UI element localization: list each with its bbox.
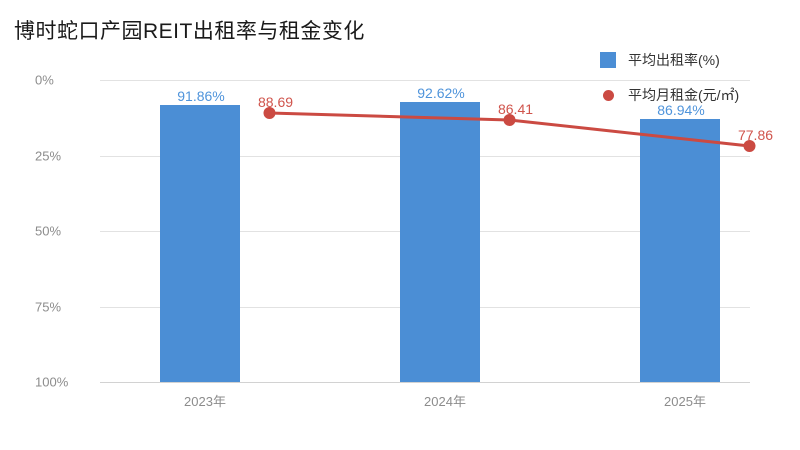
chart-title: 博时蛇口产园REIT出租率与租金变化	[14, 20, 365, 43]
rent-value-label: 77.86	[737, 127, 774, 144]
x-axis-tick-label: 2025年	[664, 394, 706, 409]
gridline	[100, 80, 750, 81]
rent-value-label: 86.41	[497, 100, 534, 117]
bar-2024年[interactable]	[400, 102, 480, 382]
y-axis-tick-label: 25%	[35, 148, 62, 163]
legend-item-rent[interactable]: 平均月租金(元/㎡)	[600, 85, 739, 105]
legend-label-rent: 平均月租金(元/㎡)	[628, 87, 740, 103]
bar-2025年[interactable]	[640, 119, 720, 382]
x-axis-tick-label: 2023年	[184, 394, 226, 409]
legend-label-occupancy: 平均出租率(%)	[628, 52, 720, 68]
legend: 平均出租率(%) 平均月租金(元/㎡)	[600, 50, 739, 120]
bar-series-swatch-icon	[600, 52, 616, 68]
bar-value-label: 92.62%	[417, 85, 465, 102]
y-axis-tick-label: 50%	[35, 223, 62, 239]
y-axis-tick-label: 75%	[35, 299, 62, 314]
legend-item-occupancy[interactable]: 平均出租率(%)	[600, 50, 739, 70]
bar-2023年[interactable]	[160, 104, 240, 382]
y-axis-tick-label: 100%	[35, 374, 69, 390]
bar-value-label: 91.86%	[177, 87, 225, 104]
y-axis-tick-label: 0%	[35, 72, 54, 88]
x-axis-tick-label: 2024年	[424, 394, 466, 409]
rent-value-label: 88.69	[257, 94, 294, 110]
x-axis-line	[100, 382, 750, 383]
line-series-swatch-icon	[603, 89, 614, 101]
